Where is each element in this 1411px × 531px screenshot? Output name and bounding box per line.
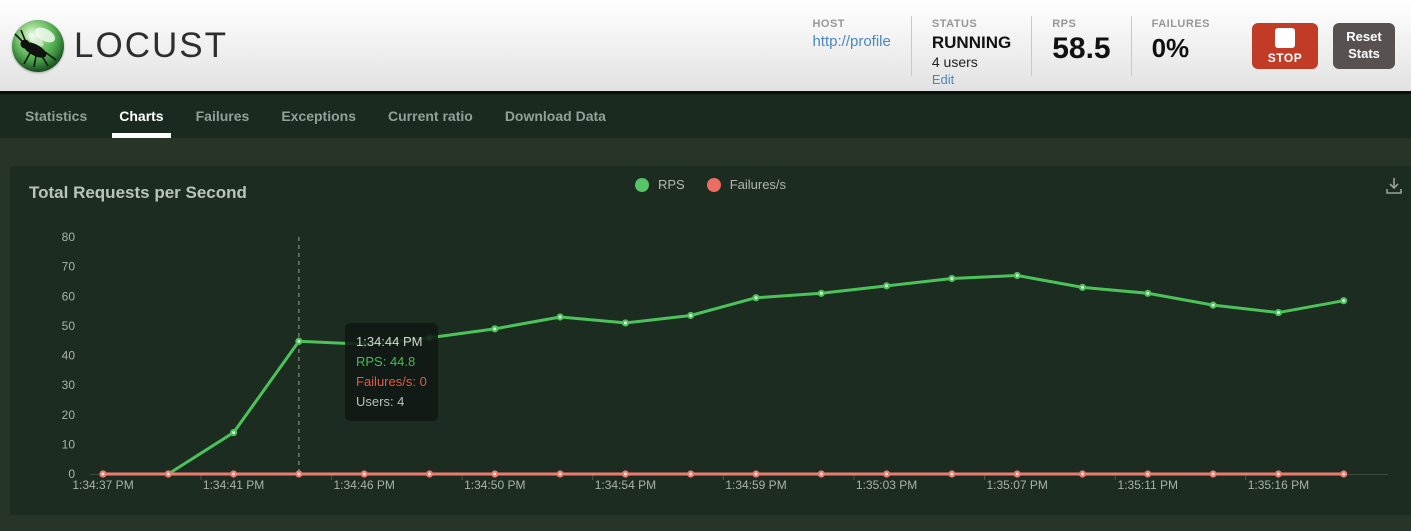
download-icon[interactable] [1383, 175, 1405, 197]
rps-line-chart[interactable]: 0 10 20 30 40 50 60 70 80 1:34:37 PM 1:34:41 PM 1:3… [10, 166, 1411, 515]
tab-charts[interactable]: Charts [110, 94, 172, 138]
svg-text:70: 70 [62, 260, 76, 274]
rps-chart-panel: Total Requests per Second RPS Failures/s … [10, 166, 1411, 515]
tab-failures[interactable]: Failures [195, 108, 250, 124]
reset-stats-button[interactable]: Reset Stats [1333, 22, 1395, 69]
svg-text:1:35:16 PM: 1:35:16 PM [1248, 478, 1309, 492]
rps-label: RPS [1052, 17, 1077, 30]
status-value: RUNNING [931, 32, 1012, 52]
svg-text:1:35:11 PM: 1:35:11 PM [1118, 478, 1178, 492]
failures-label: FAILURES [1151, 17, 1210, 30]
svg-text:1:35:03 PM: 1:35:03 PM [856, 478, 917, 492]
status-strip: HOST http://profile STATUS RUNNING 4 use… [792, 15, 1230, 87]
svg-text:10: 10 [62, 437, 76, 451]
footer-strip [0, 528, 1411, 531]
locust-logo-icon [12, 19, 64, 72]
svg-text:1:35:07 PM: 1:35:07 PM [987, 478, 1048, 492]
stop-square-icon [1275, 27, 1295, 48]
header-buttons: STOP Reset Stats [1252, 22, 1395, 69]
tab-current-ratio[interactable]: Current ratio [388, 108, 473, 124]
host-box: HOST http://profile [792, 16, 910, 76]
status-box: STATUS RUNNING 4 users Edit [910, 15, 1031, 87]
rps-box: RPS 58.5 [1031, 15, 1130, 76]
host-link[interactable]: http://profile [812, 32, 891, 50]
locust-logo: LOCUST [12, 19, 228, 72]
app-header: LOCUST HOST http://profile STATUS RUNNIN… [0, 0, 1411, 91]
svg-text:1:34:54 PM: 1:34:54 PM [595, 478, 656, 492]
stop-button[interactable]: STOP [1252, 22, 1318, 69]
svg-text:60: 60 [62, 289, 76, 303]
tab-statistics[interactable]: Statistics [25, 108, 88, 124]
rps-value: 58.5 [1052, 31, 1111, 65]
status-user-count: 4 users [931, 53, 978, 70]
edit-link[interactable]: Edit [931, 71, 955, 87]
failures-value: 0% [1151, 32, 1190, 63]
svg-text:1:34:46 PM: 1:34:46 PM [334, 478, 395, 492]
status-label: STATUS [931, 17, 978, 30]
tab-download-data[interactable]: Download Data [504, 108, 606, 124]
main-nav: Statistics Charts Failures Exceptions Curren… [0, 91, 1411, 138]
tab-exceptions[interactable]: Exceptions [281, 108, 357, 124]
svg-text:80: 80 [62, 230, 76, 244]
stop-button-label: STOP [1267, 50, 1303, 65]
svg-text:40: 40 [62, 349, 76, 363]
svg-text:1:34:37 PM: 1:34:37 PM [72, 478, 133, 492]
logo-wordmark: LOCUST [74, 25, 228, 65]
svg-text:1:34:41 PM: 1:34:41 PM [203, 478, 264, 492]
svg-text:1:34:50 PM: 1:34:50 PM [464, 478, 525, 492]
host-label: HOST [812, 17, 846, 30]
svg-text:20: 20 [62, 408, 76, 422]
charts-page: Total Requests per Second RPS Failures/s … [0, 138, 1411, 528]
svg-text:0: 0 [68, 467, 75, 481]
svg-text:30: 30 [62, 378, 76, 392]
svg-text:1:34:59 PM: 1:34:59 PM [725, 478, 786, 492]
failures-box: FAILURES 0% [1130, 15, 1230, 76]
chart-title: Total Requests per Second [29, 183, 247, 202]
svg-text:50: 50 [62, 319, 76, 333]
